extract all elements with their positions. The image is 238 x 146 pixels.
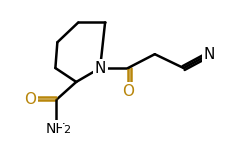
- Text: O: O: [122, 84, 134, 99]
- Text: N: N: [204, 47, 215, 62]
- Text: NH: NH: [46, 121, 67, 135]
- Text: O: O: [25, 92, 36, 107]
- Text: 2: 2: [63, 125, 70, 134]
- Text: N: N: [94, 61, 106, 75]
